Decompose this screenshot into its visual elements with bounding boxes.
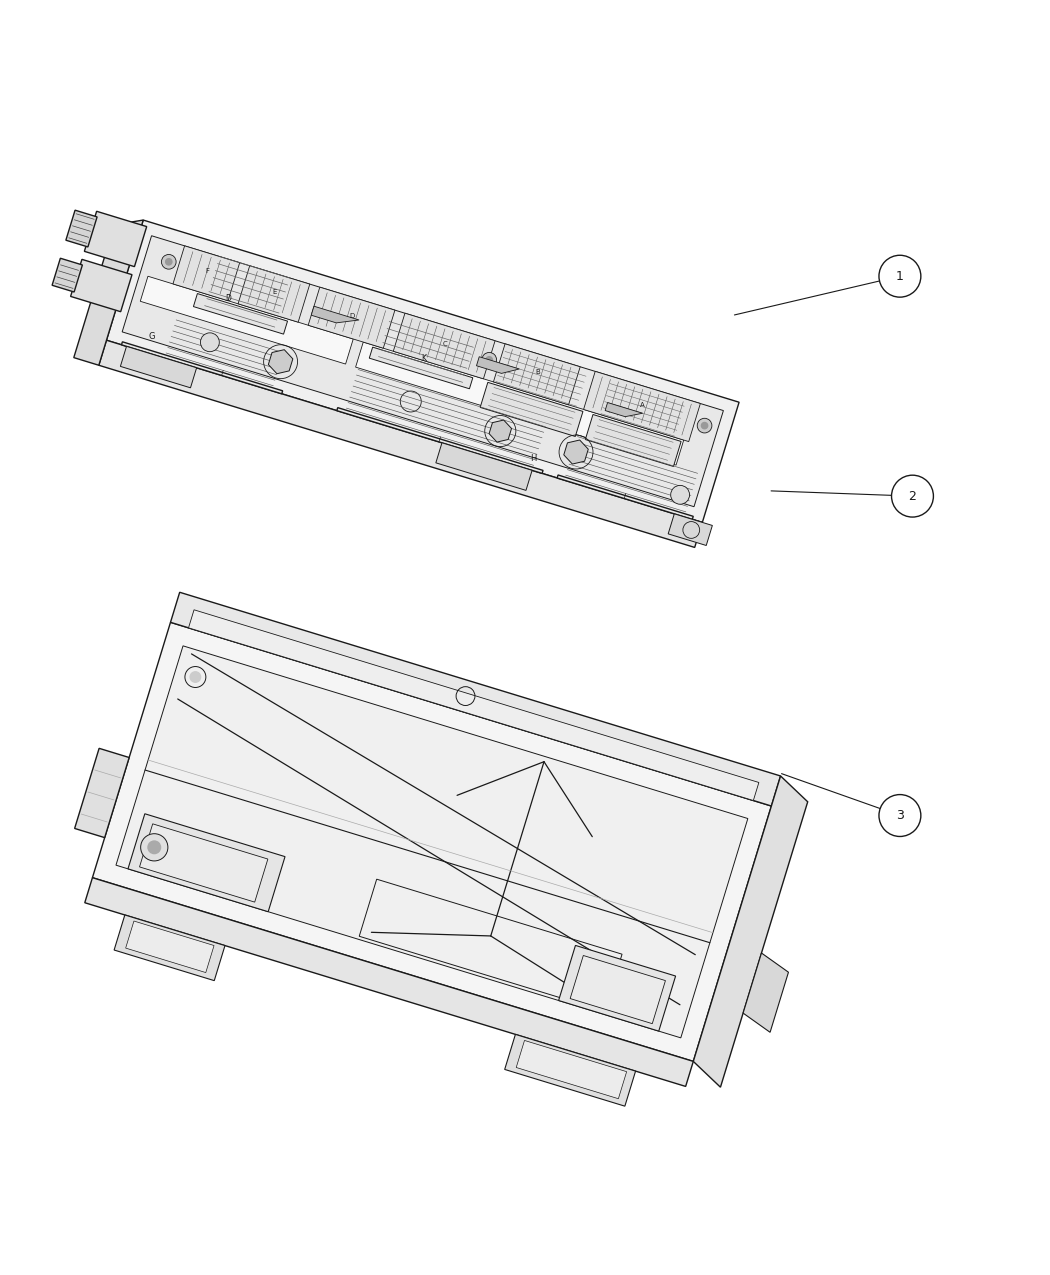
Polygon shape	[173, 246, 239, 301]
Polygon shape	[126, 921, 214, 973]
Polygon shape	[356, 342, 684, 465]
Circle shape	[162, 255, 176, 269]
Polygon shape	[189, 609, 759, 801]
Polygon shape	[505, 1034, 635, 1107]
Circle shape	[486, 357, 492, 363]
Polygon shape	[668, 514, 712, 546]
Text: H: H	[530, 454, 537, 463]
Polygon shape	[170, 593, 780, 806]
Polygon shape	[584, 371, 700, 441]
Circle shape	[671, 486, 690, 504]
Polygon shape	[337, 408, 543, 473]
Text: 3: 3	[896, 810, 904, 822]
Polygon shape	[436, 442, 532, 491]
Polygon shape	[517, 1040, 627, 1099]
Text: A: A	[640, 402, 645, 408]
Text: 2: 2	[908, 490, 917, 502]
Circle shape	[879, 255, 921, 297]
Polygon shape	[74, 221, 143, 365]
Polygon shape	[92, 622, 772, 1061]
Polygon shape	[122, 236, 723, 506]
Polygon shape	[559, 946, 675, 1031]
Polygon shape	[238, 265, 310, 323]
Polygon shape	[106, 221, 739, 523]
Polygon shape	[128, 813, 285, 912]
Text: 1: 1	[896, 270, 904, 283]
Circle shape	[201, 333, 219, 352]
Circle shape	[879, 794, 921, 836]
Polygon shape	[311, 306, 359, 323]
Polygon shape	[114, 915, 225, 980]
Text: B: B	[536, 370, 540, 375]
Polygon shape	[494, 344, 581, 405]
Text: D: D	[350, 312, 355, 319]
Polygon shape	[121, 347, 196, 388]
Polygon shape	[480, 382, 583, 436]
Polygon shape	[75, 748, 129, 838]
Polygon shape	[558, 476, 693, 519]
Polygon shape	[99, 340, 702, 547]
Polygon shape	[140, 824, 268, 903]
Polygon shape	[70, 259, 132, 311]
Polygon shape	[66, 210, 97, 247]
Circle shape	[148, 842, 161, 853]
Text: E: E	[272, 289, 277, 295]
Polygon shape	[585, 414, 681, 467]
Polygon shape	[693, 776, 807, 1088]
Polygon shape	[570, 955, 666, 1024]
Polygon shape	[52, 259, 82, 292]
Polygon shape	[308, 287, 395, 348]
Circle shape	[482, 352, 497, 367]
Circle shape	[166, 259, 172, 265]
Circle shape	[141, 834, 168, 861]
Circle shape	[701, 422, 708, 428]
Polygon shape	[394, 314, 495, 379]
Text: K: K	[421, 354, 426, 363]
Polygon shape	[743, 952, 789, 1033]
Polygon shape	[116, 646, 748, 1038]
Polygon shape	[122, 342, 282, 394]
Text: G: G	[148, 332, 154, 340]
Polygon shape	[605, 403, 643, 417]
Polygon shape	[193, 293, 288, 334]
Polygon shape	[141, 277, 353, 365]
Polygon shape	[370, 347, 472, 389]
Text: F: F	[205, 269, 209, 274]
Circle shape	[190, 672, 201, 682]
Circle shape	[891, 476, 933, 518]
Circle shape	[697, 418, 712, 434]
Polygon shape	[85, 877, 693, 1086]
Polygon shape	[477, 357, 520, 374]
Text: D: D	[226, 295, 232, 303]
Polygon shape	[84, 212, 147, 266]
Text: C: C	[442, 342, 447, 347]
